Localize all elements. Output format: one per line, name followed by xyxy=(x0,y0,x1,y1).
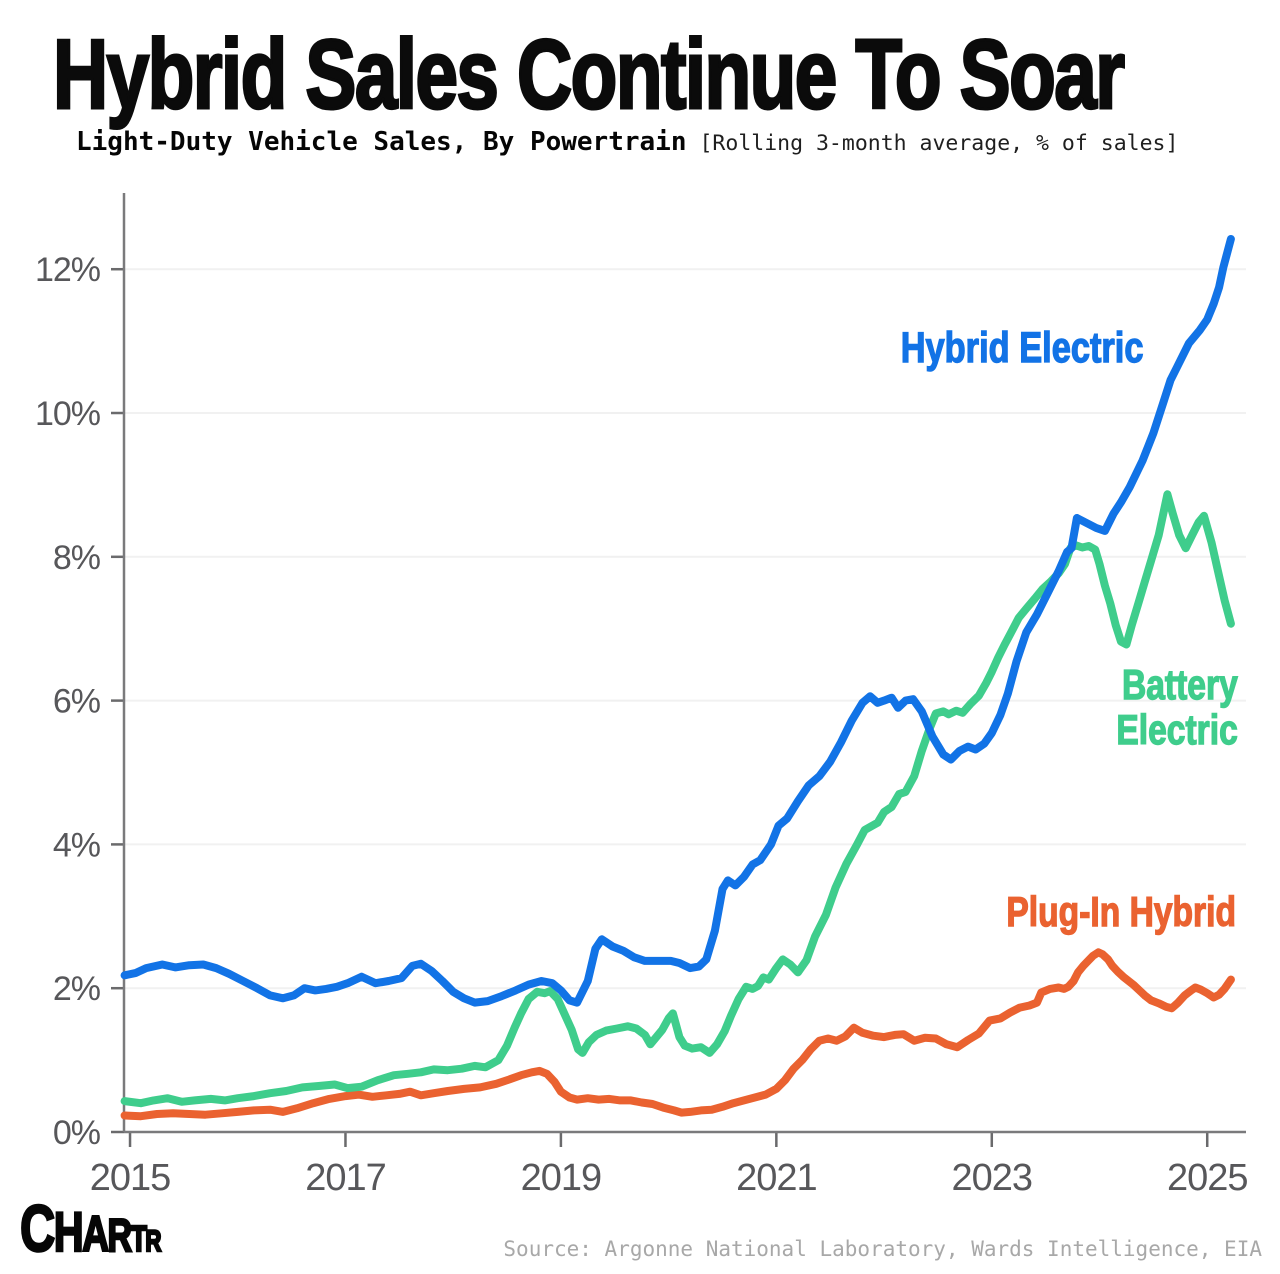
y-tick-label-2%: 2% xyxy=(53,970,101,1008)
y-tick-label-4%: 4% xyxy=(53,826,101,864)
series-line-hybrid-electric xyxy=(120,235,1235,1007)
logo-letter-a-2: A xyxy=(81,1205,110,1264)
series-line-battery-electric xyxy=(120,490,1235,1108)
series-line-plug-in-hybrid xyxy=(120,948,1235,1121)
subtitle-main: Light-Duty Vehicle Sales, By Powertrain xyxy=(76,127,687,157)
series-label-battery-electric-line1: Battery xyxy=(1122,661,1239,708)
x-tick-label-2023: 2023 xyxy=(952,1157,1033,1199)
subtitle: Light-Duty Vehicle Sales, By Powertrain … xyxy=(76,127,1178,157)
series-label-hybrid-electric: Hybrid Electric xyxy=(900,324,1144,372)
series-label-battery-electric: Battery Electric xyxy=(1116,661,1239,753)
subtitle-note: [Rolling 3-month average, % of sales] xyxy=(699,131,1179,156)
chartr-logo: CHARTR xyxy=(19,1190,162,1267)
x-tick-label-2021: 2021 xyxy=(736,1157,817,1199)
y-tick-label-6%: 6% xyxy=(53,683,101,721)
x-tick-label-2017: 2017 xyxy=(305,1157,386,1199)
series-label-plug-in-hybrid-text: Plug-In Hybrid xyxy=(1006,888,1237,935)
x-tick-label-2019: 2019 xyxy=(521,1157,602,1199)
x-tick-label-2025: 2025 xyxy=(1167,1157,1248,1199)
y-tick-label-10%: 10% xyxy=(35,395,101,433)
series-label-hybrid-electric-text: Hybrid Electric xyxy=(900,324,1144,372)
logo-letter-r-3: R xyxy=(107,1208,133,1263)
series-label-battery-electric-line2: Electric xyxy=(1116,705,1239,753)
y-tick-label-12%: 12% xyxy=(35,251,101,289)
page-title: Hybrid Sales Continue To Soar xyxy=(52,18,1126,131)
logo-letter-h-1: H xyxy=(53,1199,85,1265)
series-label-plug-in-hybrid: Plug-In Hybrid xyxy=(1006,888,1237,935)
y-tick-label-0%: 0% xyxy=(53,1114,101,1152)
logo-letter-c-0: C xyxy=(19,1190,56,1267)
y-tick-label-8%: 8% xyxy=(53,539,101,577)
logo-letter-t-4: T xyxy=(130,1217,148,1261)
source-credit: Source: Argonne National Laboratory, War… xyxy=(503,1237,1262,1261)
logo-letter-r-5: R xyxy=(144,1224,162,1260)
x-tick-label-2015: 2015 xyxy=(90,1157,171,1199)
